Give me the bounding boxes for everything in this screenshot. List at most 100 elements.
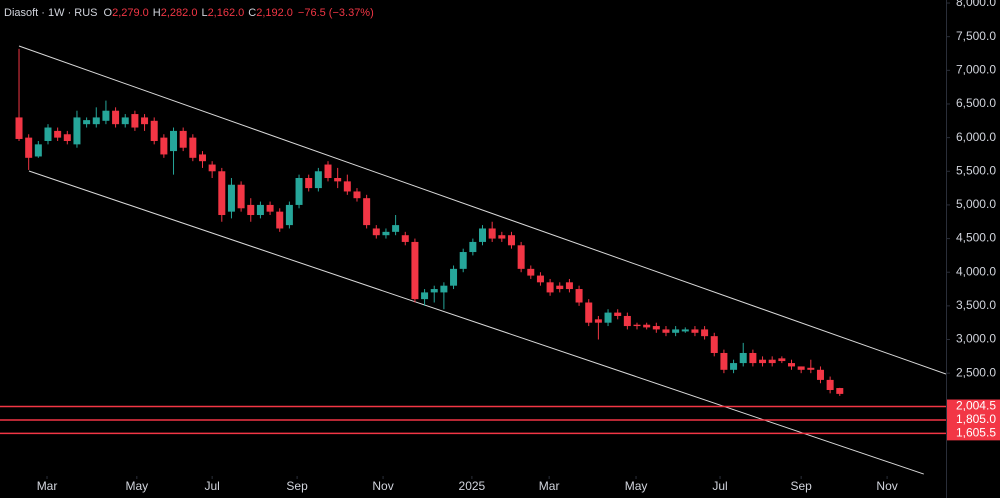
candle-body [681, 329, 689, 332]
candle-body [189, 137, 197, 158]
level-label-box [947, 412, 1000, 427]
ohlc-value: 2,279.0 [112, 7, 149, 19]
y-tick-label: 6,500.0 [956, 96, 996, 110]
candle-body [392, 225, 400, 232]
candle-body [594, 319, 602, 323]
y-tick-label: 8,000.0 [956, 0, 996, 9]
ohlc-key: L [201, 7, 207, 19]
candle-body [710, 336, 718, 353]
candle-body [285, 204, 293, 226]
candle-body [256, 204, 264, 216]
x-tick-label: Sep [790, 479, 812, 493]
x-tick-label: Nov [876, 479, 897, 493]
candle-body [382, 231, 390, 236]
candle-body [768, 359, 776, 364]
candle-body [121, 117, 129, 125]
y-tick-label: 2,500.0 [956, 365, 996, 379]
x-tick-label: Sep [286, 479, 308, 493]
y-tick-label: 4,500.0 [956, 231, 996, 245]
candle-body [759, 359, 767, 364]
ohlc-key: O [104, 7, 113, 19]
x-tick-label: Mar [539, 479, 560, 493]
candle-body [565, 282, 573, 290]
channel-line [18, 45, 946, 375]
x-tick-label: May [125, 479, 148, 493]
y-tick-label: 4,000.0 [956, 264, 996, 278]
candle-body [749, 352, 757, 364]
header: Diasoft · 1W · RUS O2,279.0 H2,282.0 L2,162… [4, 7, 374, 19]
candle-body [440, 285, 448, 293]
level-label: 1,805.0 [956, 412, 996, 426]
candle-body [112, 110, 120, 125]
level-label-box [947, 399, 1000, 414]
y-tick-label: 5,000.0 [956, 197, 996, 211]
ohlc-value: 2,192.0 [256, 7, 293, 19]
candle-body [498, 235, 506, 239]
candle-body [179, 130, 187, 148]
candle-body [73, 117, 81, 145]
ohlc-key: C [248, 7, 256, 19]
candle-body [227, 184, 235, 212]
candle-body [170, 130, 178, 152]
candle-body [131, 114, 139, 128]
candle-body [701, 329, 709, 337]
candle-body [150, 120, 158, 141]
candle-body [739, 352, 747, 364]
candle-body [643, 324, 651, 328]
candle-body [652, 326, 660, 330]
x-tick-label: Mar [37, 479, 58, 493]
x-tick-label: May [625, 479, 648, 493]
level-label: 2,004.5 [956, 399, 996, 413]
candle-body [720, 352, 728, 370]
candle-body [314, 171, 322, 189]
candle-body [25, 137, 33, 158]
candle-body [83, 120, 91, 125]
candle-body [343, 181, 351, 192]
candle-body [247, 204, 255, 216]
y-tick-label: 3,500.0 [956, 298, 996, 312]
candle-body [198, 154, 206, 162]
candle-body [797, 366, 805, 370]
candle-body [372, 228, 380, 236]
candle-body [34, 144, 42, 157]
candle-body [353, 191, 361, 199]
ohlc-key: H [153, 7, 161, 19]
candle-body [15, 117, 23, 139]
candle-body [585, 302, 593, 323]
candle-body [662, 329, 670, 333]
candle-body [411, 241, 419, 300]
candle-body [546, 282, 554, 293]
y-tick-label: 7,000.0 [956, 62, 996, 76]
candle-body [469, 241, 477, 253]
candle-body [160, 137, 168, 155]
candle-body [305, 178, 313, 189]
candle-body [421, 292, 429, 300]
candle-body [536, 275, 544, 283]
candle-body [691, 329, 699, 333]
candle-body [633, 324, 641, 327]
y-tick-label: 3,000.0 [956, 332, 996, 346]
ohlc-value: 2,162.0 [208, 7, 245, 19]
candle-body [141, 117, 149, 125]
candle-body [276, 211, 284, 229]
y-tick-label: 5,500.0 [956, 163, 996, 177]
candle-body [836, 388, 844, 394]
x-tick-label: Nov [372, 479, 393, 493]
x-tick-label: 2025 [459, 479, 486, 493]
candle-body [479, 228, 487, 242]
candle-body [63, 134, 71, 141]
candle-body [430, 289, 438, 293]
level-label: 1,605.5 [956, 426, 996, 440]
candle-body [54, 130, 62, 138]
candle-body [826, 379, 834, 390]
candle-body [816, 369, 824, 380]
candle-body [102, 110, 110, 121]
change: −76.5 (−3.37%) [298, 7, 374, 19]
candle-body [575, 289, 583, 303]
overlay: 8,000.0 7,500.0 7,000.0 6,500.0 6,000.0 5,500… [4, 0, 1000, 493]
candle-body [488, 228, 496, 239]
candle-body [363, 198, 371, 226]
